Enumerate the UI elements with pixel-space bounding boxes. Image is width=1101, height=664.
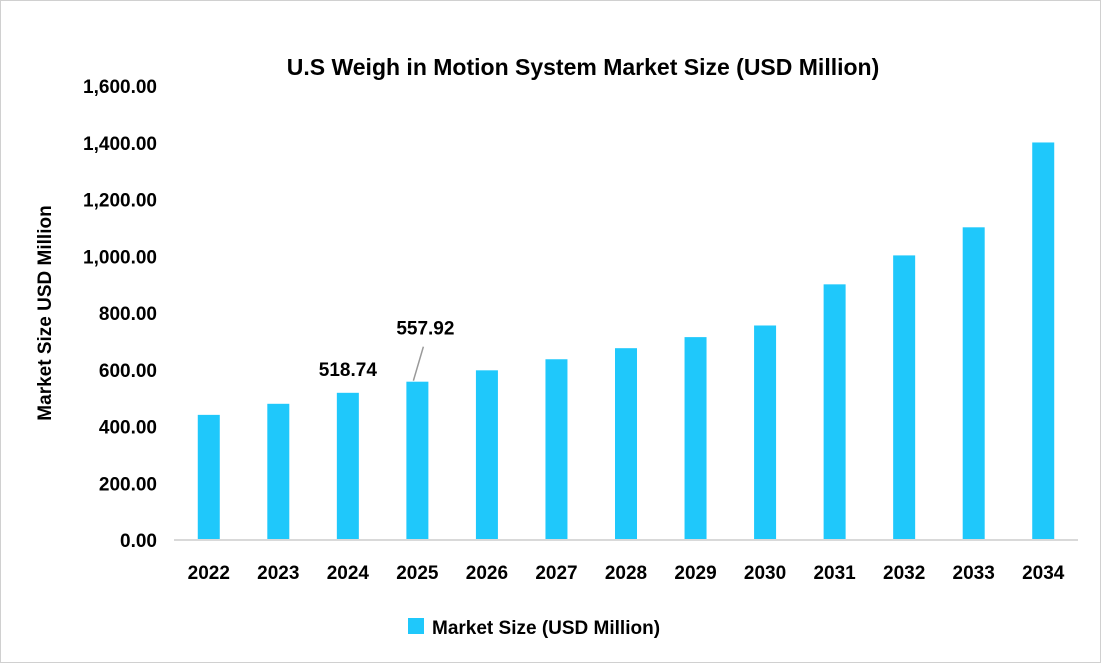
- x-tick-label: 2032: [883, 563, 925, 584]
- bar-2024: [336, 392, 359, 540]
- legend-label: Market Size (USD Million): [432, 618, 660, 639]
- y-axis-title: Market Size USD Million: [35, 205, 56, 420]
- data-label: 518.74: [319, 360, 378, 381]
- x-tick-label: 2031: [813, 563, 856, 584]
- y-tick-label: 800.00: [99, 304, 157, 325]
- bar-2026: [475, 370, 498, 540]
- bar-2022: [197, 414, 220, 540]
- bar-2034: [1032, 142, 1055, 540]
- y-tick-label: 600.00: [99, 361, 157, 382]
- y-tick-label: 1,600.00: [83, 77, 157, 98]
- x-tick-label: 2025: [396, 563, 439, 584]
- x-tick-label: 2033: [953, 563, 995, 584]
- bar-2025: [406, 381, 429, 540]
- bar-2030: [754, 325, 777, 540]
- y-tick-label: 200.00: [99, 474, 157, 495]
- y-tick-label: 1,000.00: [83, 247, 157, 268]
- data-label-leader-line: [412, 346, 425, 381]
- x-tick-label: 2027: [535, 563, 577, 584]
- bar-2031: [823, 284, 846, 540]
- y-tick-label: 400.00: [99, 418, 157, 439]
- data-label: 557.92: [396, 319, 454, 340]
- x-tick-label: 2023: [257, 563, 299, 584]
- y-tick-label: 1,200.00: [83, 191, 157, 212]
- chart-title: U.S Weigh in Motion System Market Size (…: [287, 54, 880, 80]
- y-tick-label: 1,400.00: [83, 134, 157, 155]
- x-tick-label: 2034: [1022, 563, 1065, 584]
- x-tick-label: 2029: [674, 563, 716, 584]
- legend: Market Size (USD Million): [408, 618, 660, 639]
- x-tick-label: 2022: [188, 563, 230, 584]
- y-tick-label: 0.00: [120, 531, 157, 552]
- legend-swatch: [408, 618, 424, 634]
- bar-2033: [962, 227, 985, 540]
- bar-2027: [545, 359, 568, 540]
- x-tick-label: 2030: [744, 563, 786, 584]
- x-tick-label: 2028: [605, 563, 647, 584]
- x-tick-label: 2024: [327, 563, 370, 584]
- x-tick-label: 2026: [466, 563, 508, 584]
- bar-2028: [615, 348, 637, 540]
- bar-2032: [893, 255, 916, 540]
- bar-2023: [267, 403, 290, 540]
- bar-2029: [684, 337, 707, 540]
